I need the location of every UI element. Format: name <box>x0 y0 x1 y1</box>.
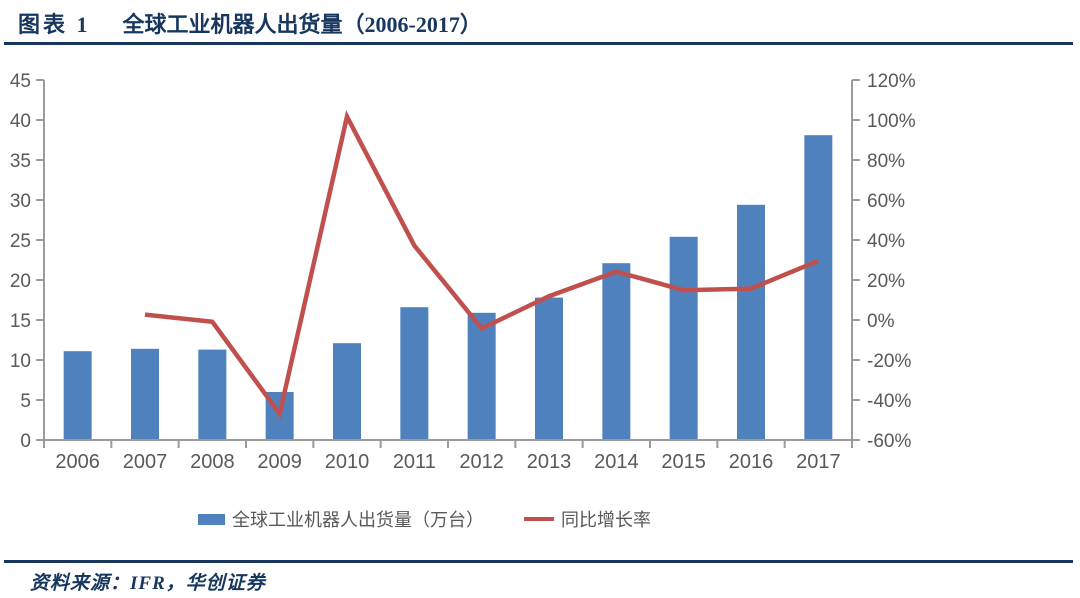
left-axis-tick-label: 45 <box>10 71 31 92</box>
right-axis-tick-label: 0% <box>867 311 895 332</box>
x-axis-label-2011: 2011 <box>393 451 436 473</box>
right-axis-tick-label: 20% <box>867 271 905 292</box>
x-axis-label-2012: 2012 <box>459 451 504 473</box>
line-swatch-icon <box>524 517 554 521</box>
legend-item-shipments: 全球工业机器人出货量（万台） <box>198 506 484 532</box>
source-note: 资料来源：IFR，华创证券 <box>30 573 266 594</box>
bar-swatch-icon <box>198 513 225 525</box>
chart-legend: 全球工业机器人出货量（万台） 同比增长率 <box>198 506 651 532</box>
left-axis-tick-label: 35 <box>10 151 31 172</box>
right-axis-tick-label: -20% <box>867 351 911 372</box>
x-axis-label-2013: 2013 <box>527 451 572 473</box>
right-axis-tick-label: 60% <box>867 191 905 212</box>
bar-2017 <box>804 135 833 440</box>
bar-2008 <box>198 349 227 440</box>
bar-2013 <box>535 297 563 440</box>
right-axis-tick-label: 120% <box>867 71 916 92</box>
right-axis-tick-label: -60% <box>867 431 911 452</box>
growth-rate-line <box>144 110 820 420</box>
left-axis-tick-label: 5 <box>20 391 31 412</box>
left-axis-tick-label: 10 <box>10 351 31 372</box>
left-axis-tick-label: 20 <box>10 271 31 292</box>
legend-item-growth: 同比增长率 <box>524 506 651 532</box>
title-underline-rule <box>4 42 1073 45</box>
bar-2011 <box>400 307 429 440</box>
bar-2012 <box>467 312 496 440</box>
bar-2015 <box>669 236 698 440</box>
bar-2014 <box>602 263 631 440</box>
x-axis-label-2016: 2016 <box>729 451 774 473</box>
x-axis-label-2007: 2007 <box>123 451 168 473</box>
x-axis-label-2008: 2008 <box>190 451 235 473</box>
x-axis-label-2009: 2009 <box>257 451 302 473</box>
combo-chart: 0 5 10 15 20 25 30 35 40 45 -60% -40% -20% 0% 20% 40% 60… <box>10 71 916 473</box>
right-axis-tick-label: 100% <box>867 111 916 132</box>
left-axis-tick-label: 30 <box>10 191 31 212</box>
bar-2007 <box>131 348 159 440</box>
x-axis-label-2017: 2017 <box>796 451 841 473</box>
legend-label-growth: 同比增长率 <box>561 510 651 530</box>
bar-2006 <box>63 351 92 440</box>
bar-2016 <box>737 204 765 440</box>
x-axis-label-2006: 2006 <box>55 451 100 473</box>
x-axis-label-2015: 2015 <box>661 451 706 473</box>
left-axis-tick-label: 0 <box>20 431 31 452</box>
legend-label-shipments: 全球工业机器人出货量（万台） <box>232 510 484 530</box>
right-axis-tick-label: -40% <box>867 391 911 412</box>
x-axis-label-2010: 2010 <box>325 451 370 473</box>
footer-rule <box>4 560 1073 563</box>
left-axis-tick-label: 15 <box>10 311 31 332</box>
chart-header: 图表 1 全球工业机器人出货量（2006-2017） <box>18 7 482 39</box>
left-axis-tick-label: 40 <box>10 111 31 132</box>
bar-2010 <box>333 343 361 440</box>
left-axis-tick-label: 25 <box>10 231 31 252</box>
right-axis-tick-label: 40% <box>867 231 905 252</box>
figure-label: 图表 1 <box>18 12 91 37</box>
x-axis-label-2014: 2014 <box>594 451 639 473</box>
right-axis-tick-label: 80% <box>867 151 905 172</box>
page-title: 全球工业机器人出货量（2006-2017） <box>122 12 482 37</box>
